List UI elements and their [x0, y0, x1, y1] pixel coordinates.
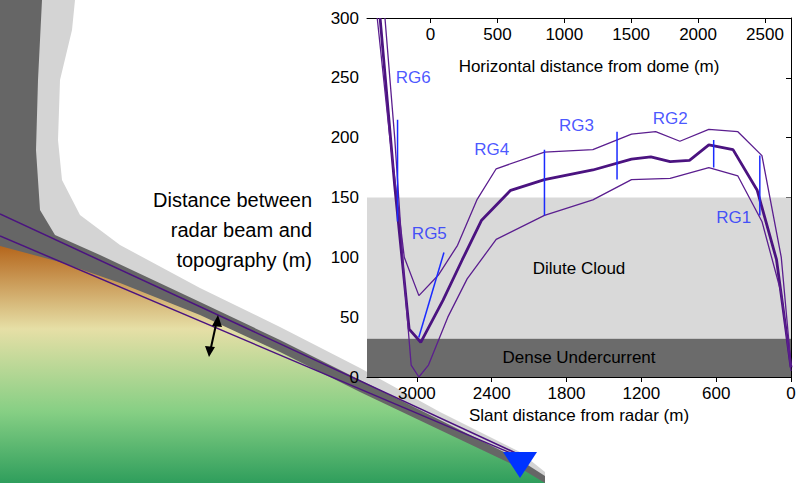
svg-text:300: 300: [331, 9, 359, 28]
svg-text:RG4: RG4: [474, 140, 509, 159]
svg-text:0: 0: [426, 25, 435, 44]
svg-text:250: 250: [331, 68, 359, 87]
svg-text:0: 0: [786, 384, 795, 403]
svg-text:0: 0: [350, 368, 359, 387]
html-text:Distance between: Distance between: [153, 189, 312, 211]
svg-text:Horizontal distance from dome: Horizontal distance from dome (m): [459, 57, 720, 76]
svg-text:2400: 2400: [473, 384, 511, 403]
svg-text:1800: 1800: [548, 384, 586, 403]
svg-text:1000: 1000: [545, 25, 583, 44]
svg-text:RG3: RG3: [559, 116, 594, 135]
svg-text:50: 50: [340, 308, 359, 327]
svg-text:200: 200: [331, 128, 359, 147]
svg-text:150: 150: [331, 188, 359, 207]
svg-text:Dense Undercurrent: Dense Undercurrent: [502, 348, 655, 367]
html-text:radar beam and: radar beam and: [170, 219, 312, 241]
svg-text:2000: 2000: [679, 25, 717, 44]
svg-text:3000: 3000: [398, 384, 436, 403]
svg-text:600: 600: [702, 384, 730, 403]
svg-text:1500: 1500: [612, 25, 650, 44]
svg-text:500: 500: [483, 25, 511, 44]
svg-text:RG5: RG5: [412, 224, 447, 243]
svg-text:RG2: RG2: [653, 109, 688, 128]
svg-text:RG1: RG1: [716, 208, 751, 227]
html-text:topography (m): topography (m): [176, 249, 312, 271]
svg-text:Slant distance from radar (m): Slant distance from radar (m): [469, 406, 689, 425]
svg-text:1200: 1200: [622, 384, 660, 403]
svg-text:Dilute Cloud: Dilute Cloud: [533, 259, 626, 278]
svg-text:2500: 2500: [746, 25, 784, 44]
svg-text:100: 100: [331, 248, 359, 267]
svg-text:RG6: RG6: [396, 68, 431, 87]
